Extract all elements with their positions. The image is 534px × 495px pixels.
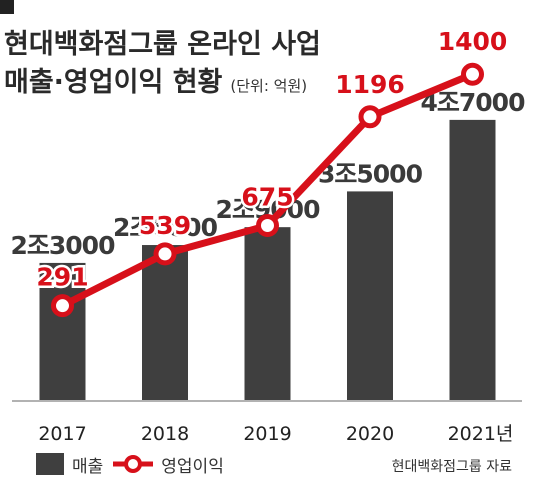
bar-label-2020: 3조5000 <box>318 159 423 188</box>
x-tick-2020: 2020 <box>346 423 394 445</box>
corner-mark <box>0 0 14 14</box>
chart-subtitle-text: 매출·영업이익 현황 <box>4 67 223 98</box>
legend: 매출 영업이익 <box>36 452 234 477</box>
x-tick-2017: 2017 <box>38 423 86 445</box>
profit-point-2020 <box>358 105 382 129</box>
profit-label-2021년: 1400 <box>438 27 508 56</box>
bar-2018 <box>142 245 188 400</box>
profit-label-2020: 1196 <box>335 70 405 99</box>
profit-point-2021년 <box>461 62 484 86</box>
bar-2020 <box>347 191 393 400</box>
profit-label-2018: 539 <box>139 211 191 240</box>
x-tick-2018: 2018 <box>141 423 189 445</box>
profit-point-2019 <box>256 214 279 238</box>
bar-label-2017: 2조3000 <box>11 231 116 260</box>
x-tick-2019: 2019 <box>243 423 291 445</box>
profit-label-2017: 291 <box>36 263 88 292</box>
profit-point-2018 <box>153 242 177 266</box>
legend-swatch-sales <box>36 453 64 475</box>
bar-label-2018: 2조6000 <box>113 213 218 242</box>
profit-label-2019: 675 <box>241 183 293 212</box>
bar-2021년 <box>449 119 496 400</box>
legend-line-marker-icon <box>113 455 154 473</box>
profit-point-2017 <box>51 294 74 318</box>
legend-label-profit: 영업이익 <box>161 456 224 477</box>
unit-label: (단위: 억원) <box>230 77 308 95</box>
bar-2019 <box>244 227 291 400</box>
x-tick-2021년: 2021년 <box>448 423 514 445</box>
chart-title: 현대백화점그룹 온라인 사업 <box>4 29 321 60</box>
legend-label-sales: 매출 <box>72 456 104 477</box>
source-note: 현대백화점그룹 자료 <box>391 459 512 475</box>
bar-2017 <box>39 262 86 400</box>
chart-subtitle: 매출·영업이익 현황 (단위: 억원) <box>4 60 307 99</box>
